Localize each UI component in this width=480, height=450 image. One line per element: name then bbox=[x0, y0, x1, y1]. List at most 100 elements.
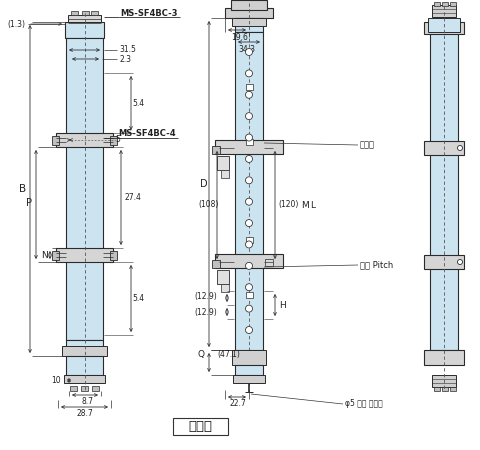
Text: (12.9): (12.9) bbox=[194, 292, 217, 302]
Text: 5: 5 bbox=[115, 135, 120, 144]
Bar bbox=[428, 18, 460, 32]
Bar bbox=[217, 156, 229, 170]
Circle shape bbox=[245, 198, 252, 205]
Bar bbox=[91, 11, 98, 15]
Bar bbox=[232, 18, 266, 26]
Bar bbox=[65, 22, 104, 38]
Text: M: M bbox=[301, 201, 309, 210]
Bar bbox=[82, 11, 89, 15]
Text: 검출폭: 검출폭 bbox=[360, 140, 375, 149]
Circle shape bbox=[245, 305, 252, 312]
Text: 22.7: 22.7 bbox=[229, 400, 246, 409]
Text: 28.7: 28.7 bbox=[76, 409, 93, 418]
Text: P: P bbox=[26, 198, 32, 207]
Bar bbox=[221, 170, 229, 178]
Circle shape bbox=[245, 262, 252, 270]
Text: N: N bbox=[42, 251, 48, 260]
Text: MS-SF4BC-3: MS-SF4BC-3 bbox=[120, 9, 178, 18]
Bar bbox=[221, 284, 229, 292]
Text: (1.3): (1.3) bbox=[7, 19, 25, 28]
Text: 투광기: 투광기 bbox=[188, 420, 212, 433]
Bar bbox=[92, 386, 99, 391]
Text: L: L bbox=[311, 201, 315, 210]
Bar bbox=[235, 18, 263, 32]
Bar bbox=[432, 5, 456, 17]
Text: φ5 회색 케이블: φ5 회색 케이블 bbox=[345, 400, 383, 409]
Bar bbox=[235, 365, 263, 375]
Circle shape bbox=[245, 177, 252, 184]
Text: B: B bbox=[19, 184, 26, 194]
Bar bbox=[212, 260, 220, 268]
Bar bbox=[81, 386, 88, 391]
Bar bbox=[71, 11, 78, 15]
Bar bbox=[232, 350, 266, 365]
Circle shape bbox=[457, 145, 463, 150]
Circle shape bbox=[245, 284, 252, 291]
Bar bbox=[424, 22, 464, 34]
Bar bbox=[66, 38, 103, 340]
Bar bbox=[52, 136, 59, 145]
Bar bbox=[442, 2, 448, 6]
Text: 5.4: 5.4 bbox=[132, 99, 144, 108]
Text: 31.5: 31.5 bbox=[119, 45, 136, 54]
Circle shape bbox=[245, 327, 252, 333]
Circle shape bbox=[245, 70, 252, 77]
Bar bbox=[56, 248, 113, 262]
Bar bbox=[110, 251, 117, 260]
Bar bbox=[450, 387, 456, 391]
Text: 10: 10 bbox=[51, 376, 61, 385]
Bar bbox=[424, 141, 464, 155]
Text: 19.6: 19.6 bbox=[231, 33, 249, 42]
Bar bbox=[225, 8, 273, 18]
Text: (12.9): (12.9) bbox=[194, 309, 217, 318]
Text: (120): (120) bbox=[279, 201, 299, 210]
Bar bbox=[434, 387, 440, 391]
Bar bbox=[233, 375, 265, 383]
Text: 광축 Pitch: 광축 Pitch bbox=[360, 261, 393, 270]
Circle shape bbox=[245, 155, 252, 162]
Bar bbox=[231, 0, 267, 10]
Circle shape bbox=[245, 134, 252, 141]
Bar bbox=[110, 136, 117, 145]
Bar bbox=[245, 84, 252, 90]
Bar bbox=[215, 140, 283, 154]
Bar bbox=[66, 340, 103, 356]
Circle shape bbox=[245, 49, 252, 55]
Bar bbox=[56, 133, 113, 147]
Text: (47.1): (47.1) bbox=[217, 351, 240, 360]
Bar bbox=[424, 255, 464, 269]
Bar bbox=[245, 237, 252, 243]
Circle shape bbox=[245, 220, 252, 227]
Bar bbox=[215, 254, 283, 268]
Circle shape bbox=[457, 260, 463, 265]
Bar bbox=[245, 139, 252, 145]
Text: (108): (108) bbox=[199, 201, 219, 210]
Text: 34.3: 34.3 bbox=[239, 45, 255, 54]
Bar bbox=[68, 15, 101, 22]
Bar bbox=[434, 2, 440, 6]
Text: MS-SF4BC-4: MS-SF4BC-4 bbox=[118, 130, 176, 139]
Text: 2.3: 2.3 bbox=[119, 54, 131, 63]
Bar bbox=[430, 32, 458, 350]
Text: Q: Q bbox=[197, 351, 204, 360]
Bar bbox=[450, 2, 456, 6]
Bar bbox=[212, 146, 220, 154]
Bar bbox=[265, 259, 273, 266]
Text: H: H bbox=[278, 301, 286, 310]
Bar bbox=[173, 418, 228, 435]
Circle shape bbox=[245, 91, 252, 98]
Bar bbox=[217, 270, 229, 284]
Bar bbox=[62, 346, 107, 356]
Text: 8.7: 8.7 bbox=[82, 396, 94, 405]
Bar bbox=[66, 356, 103, 375]
Bar bbox=[52, 251, 59, 260]
Text: 5.4: 5.4 bbox=[132, 294, 144, 303]
Bar bbox=[235, 32, 263, 350]
Bar bbox=[64, 375, 105, 383]
Text: 27.4: 27.4 bbox=[125, 193, 142, 202]
Bar bbox=[442, 387, 448, 391]
Bar bbox=[432, 375, 456, 387]
Text: D: D bbox=[200, 179, 208, 189]
Bar bbox=[424, 350, 464, 365]
Circle shape bbox=[245, 241, 252, 248]
